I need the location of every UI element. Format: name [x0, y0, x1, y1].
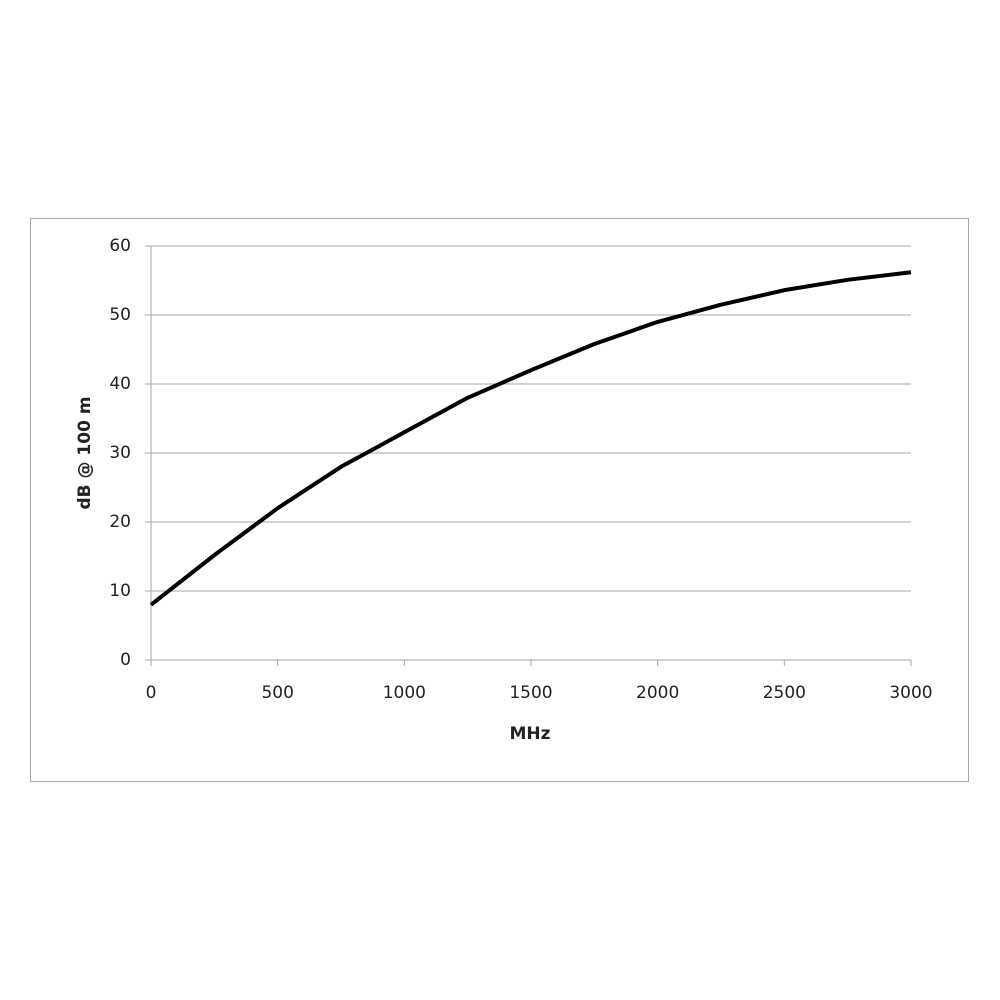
y-tick-label: 50 — [109, 305, 131, 325]
y-tick-label: 30 — [109, 443, 131, 463]
y-tick-label: 60 — [109, 236, 131, 256]
series-line — [149, 270, 912, 607]
y-axis-label: dB @ 100 m — [75, 396, 95, 509]
x-tick-label: 1500 — [509, 683, 552, 703]
x-tick-label: 2500 — [763, 683, 806, 703]
chart-frame — [30, 218, 969, 782]
x-tick-label: 3000 — [889, 683, 932, 703]
x-axis-label: MHz — [509, 724, 550, 744]
y-tick-label: 40 — [109, 374, 131, 394]
x-tick-label: 2000 — [636, 683, 679, 703]
x-tick-label: 500 — [261, 683, 293, 703]
y-tick-label: 20 — [109, 512, 131, 532]
x-tick-label: 0 — [146, 683, 157, 703]
y-tick-label: 0 — [120, 650, 131, 670]
y-tick-label: 10 — [109, 581, 131, 601]
x-tick-label: 1000 — [383, 683, 426, 703]
